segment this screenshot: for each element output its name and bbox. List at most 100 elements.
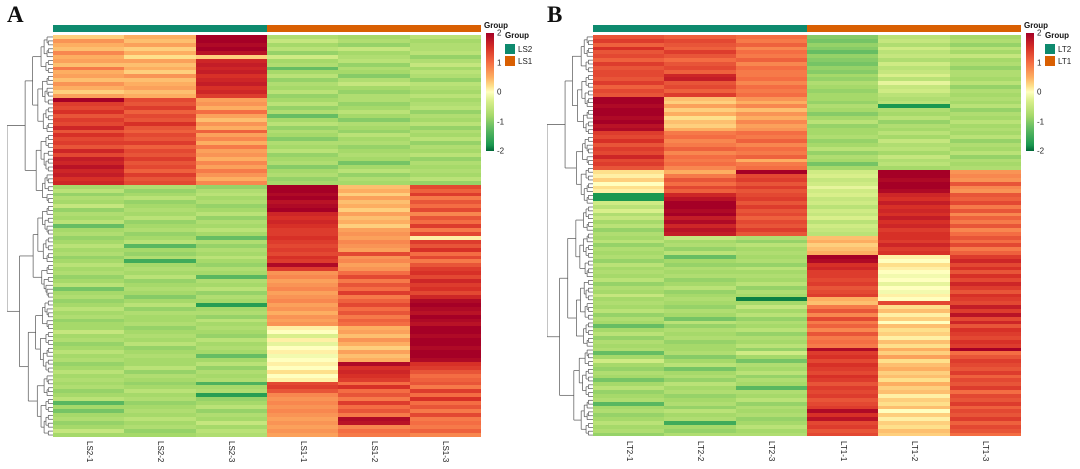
heatmap-panel-b: B Group 2 1 0 -1 -2 Group LT2 LT1 LT2-1 LT2-2 L… (540, 0, 1080, 469)
column-label-lt1-2: LT1-2 (910, 441, 919, 462)
heatmap-row (53, 432, 481, 437)
heatmap-row (593, 336, 1021, 340)
heatmap-row (593, 73, 1021, 78)
heatmap-row (593, 50, 1021, 55)
heatmap-row (593, 181, 1021, 186)
heatmap-row (593, 208, 1021, 213)
heatmap-row (53, 196, 481, 201)
heatmap-row (53, 137, 481, 142)
colorbar-tick-label: -2 (1037, 146, 1045, 156)
heatmap-row (593, 200, 1021, 205)
heatmap-row (593, 62, 1021, 66)
heatmap-row (53, 192, 481, 197)
heatmap-row (53, 145, 481, 150)
heatmap-row (593, 69, 1021, 74)
legend-title: Group (1045, 31, 1069, 40)
panel-label-b: B (547, 2, 563, 27)
heatmap-row (593, 123, 1021, 128)
colorbar-tick-label: -1 (497, 117, 505, 126)
annotation-group-lt2 (593, 25, 807, 32)
heatmap-row (53, 117, 481, 122)
heatmap-row (593, 143, 1021, 147)
heatmap-row (593, 104, 1021, 109)
heatmap-row (53, 239, 481, 244)
legend-items: LT2 LT1 (1045, 43, 1071, 67)
heatmap-row (53, 149, 481, 154)
heatmap-row (53, 334, 481, 339)
heatmap-row (593, 42, 1021, 47)
heatmap-row (593, 424, 1021, 429)
column-label-ls2-1: LS2-1 (84, 441, 94, 463)
heatmap-row (53, 416, 481, 421)
heatmap-row (53, 251, 481, 256)
heatmap-row (593, 119, 1021, 124)
heatmap-row (53, 58, 481, 63)
heatmap-row (593, 204, 1021, 209)
heatmap-row (593, 231, 1021, 236)
colorbar-gradient (486, 33, 494, 151)
column-label-ls1-3: LS1-3 (441, 441, 451, 463)
heatmap-row (53, 298, 481, 303)
heatmap-row (53, 424, 481, 429)
heatmap-row (53, 82, 481, 87)
heatmap-row (593, 278, 1021, 282)
legend-swatch (505, 44, 515, 54)
column-group-annotation-bar (53, 25, 481, 32)
heatmap-row (53, 275, 481, 280)
heatmap-row (53, 42, 481, 47)
heatmap-row (593, 301, 1021, 306)
heatmap-row (53, 373, 481, 378)
heatmap-row (593, 162, 1021, 167)
heatmap-row (593, 135, 1021, 140)
heatmap-row (593, 127, 1021, 132)
heatmap-row (593, 374, 1021, 379)
heatmap-row (593, 347, 1021, 352)
heatmap-row (53, 420, 481, 425)
heatmap-row (593, 89, 1021, 93)
heatmap-row (53, 66, 481, 71)
heatmap-row (53, 310, 481, 315)
heatmap-row (53, 212, 481, 217)
heatmap-row (593, 420, 1021, 425)
heatmap-row (53, 188, 481, 193)
heatmap-row (593, 316, 1021, 321)
heatmap-row (593, 166, 1021, 171)
heatmap-row (593, 251, 1021, 255)
heatmap-row (53, 208, 481, 213)
heatmap-row (53, 220, 481, 224)
heatmap-row (53, 176, 481, 181)
heatmap-row (593, 220, 1021, 225)
heatmap-row (53, 290, 481, 295)
heatmap-row (593, 254, 1021, 259)
heatmap-row (53, 70, 481, 75)
heatmap-row (593, 177, 1021, 182)
heatmap-row (53, 74, 481, 79)
heatmap-row (53, 86, 481, 91)
heatmap-row (593, 170, 1021, 174)
heatmap-row (593, 212, 1021, 217)
heatmap-row (53, 385, 481, 390)
heatmap-row (593, 247, 1021, 252)
heatmap-row (53, 306, 481, 311)
heatmap-row (593, 235, 1021, 240)
heatmap-row (593, 116, 1021, 120)
heatmap-row (53, 294, 481, 299)
heatmap-row (53, 350, 481, 354)
heatmap-row (53, 180, 481, 185)
heatmap-row (593, 189, 1021, 194)
heatmap-row (593, 359, 1021, 364)
column-label-ls1-1: LS1-1 (298, 441, 308, 463)
heatmap-row (593, 58, 1021, 63)
heatmap-row (53, 98, 481, 102)
heatmap-grid (593, 35, 1021, 437)
heatmap-row (53, 50, 481, 55)
legend-item-lt2: LT2 (1045, 43, 1071, 55)
legend-label: LT1 (1058, 56, 1072, 66)
colorbar-tick-label: -2 (497, 146, 505, 156)
heatmap-row (593, 339, 1021, 344)
heatmap-row (593, 270, 1021, 275)
heatmap-row (53, 381, 481, 386)
heatmap-row (593, 112, 1021, 117)
heatmap-row (53, 346, 481, 350)
